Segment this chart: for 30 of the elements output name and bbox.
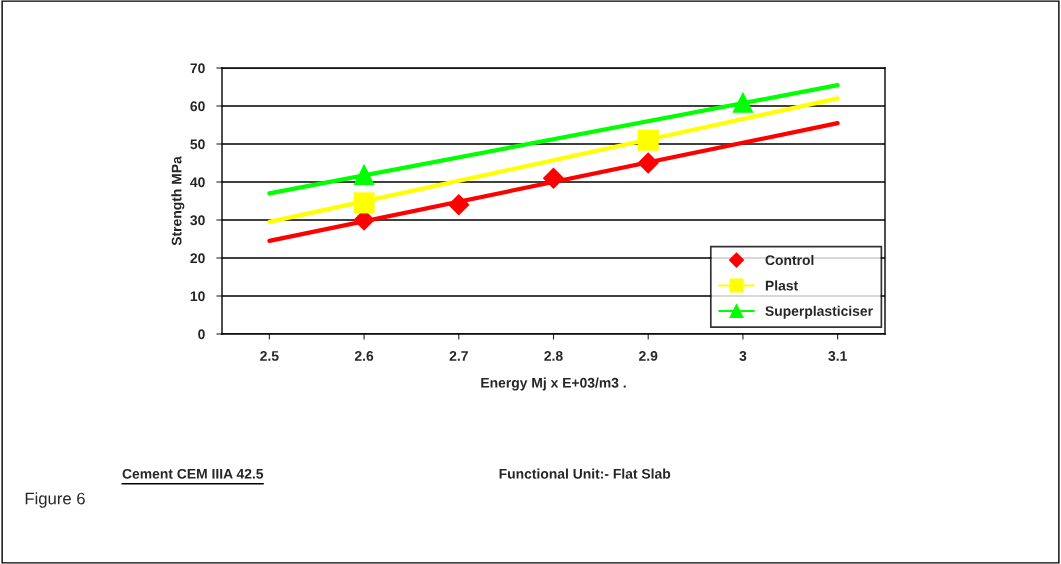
y-tick-label: 70: [190, 63, 205, 74]
point: [542, 167, 565, 189]
y-tick-label: 50: [190, 139, 205, 150]
point: [448, 194, 470, 216]
legend-label: Control: [765, 254, 814, 266]
point: [732, 91, 754, 113]
point: [353, 163, 375, 185]
text: Cement CEM IIIA 42.5: [122, 468, 264, 479]
y-tick-label: 20: [190, 253, 205, 264]
y-tick-label: 0: [198, 329, 205, 340]
x-tick-label: 2.7: [449, 351, 468, 361]
y-tick-label: 10: [190, 291, 205, 302]
y-tick-label: 30: [190, 215, 205, 226]
x-tick-label: 2.5: [260, 351, 279, 361]
caption: Figure 6: [25, 492, 85, 508]
x-axis-title: Energy Mj x E+03/m3 .: [481, 377, 626, 391]
x-tick-label: 2.6: [354, 351, 374, 361]
y-tick-label: 60: [190, 101, 205, 112]
text: Functional Unit:- Flat Slab: [499, 468, 671, 479]
point: [637, 129, 659, 151]
x-tick-label: 2.9: [639, 351, 658, 361]
x-tick-label: 3.1: [828, 351, 847, 361]
y-tick-label: 40: [190, 177, 205, 188]
point: [637, 152, 659, 174]
legend-label: Superplasticiser: [765, 305, 873, 319]
x-tick-label: 2.8: [544, 351, 563, 361]
x-tick-label: 3: [739, 351, 747, 361]
legend-label: Plast: [765, 280, 798, 291]
point: [353, 192, 375, 214]
y-axis-title: Strength MPa: [171, 156, 185, 246]
